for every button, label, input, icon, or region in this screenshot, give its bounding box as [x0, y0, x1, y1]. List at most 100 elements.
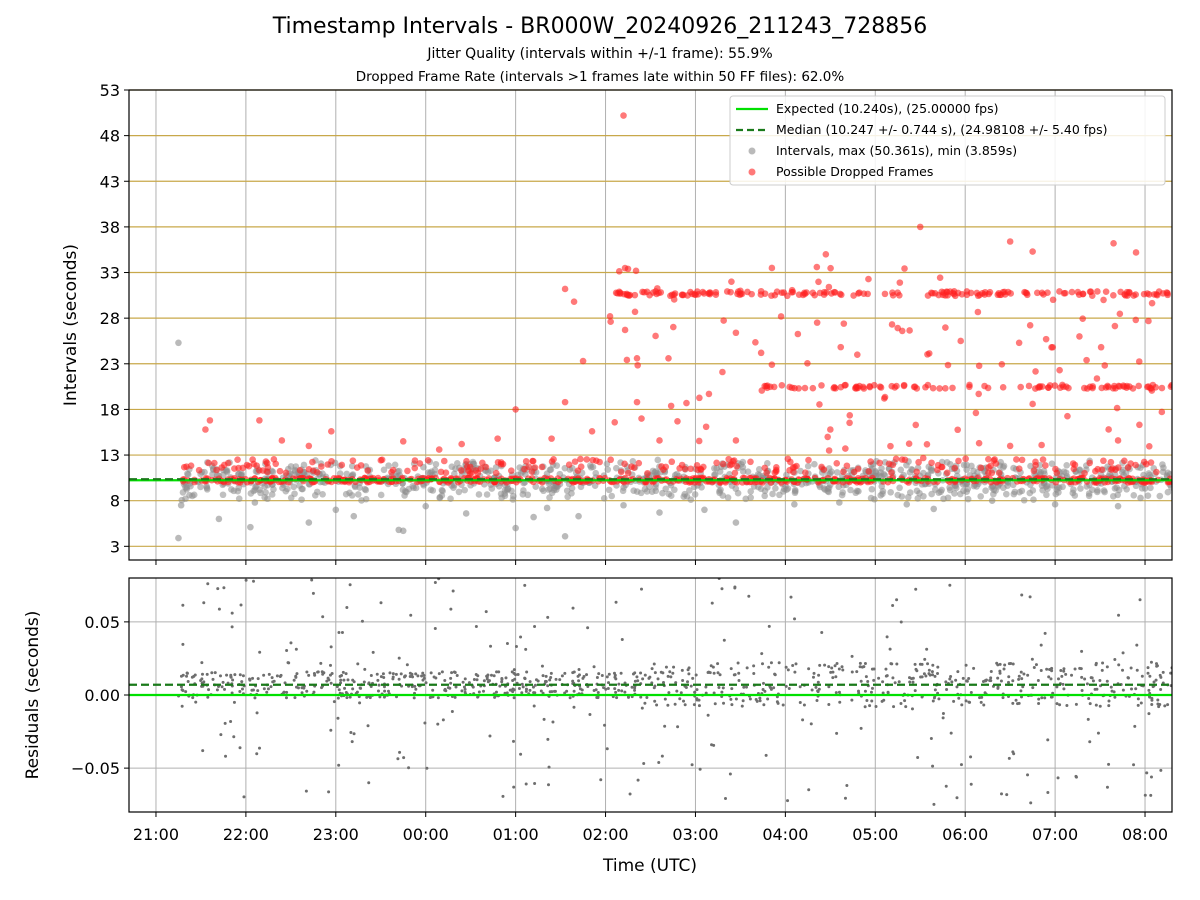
- residual-point: [472, 678, 476, 682]
- interval-point: [783, 471, 790, 479]
- dropped-point: [802, 469, 809, 476]
- residual-point: [1152, 680, 1156, 684]
- interval-point: [820, 485, 828, 492]
- residual-point: [786, 799, 790, 803]
- residual-point: [1113, 695, 1117, 699]
- interval-point: [412, 484, 420, 492]
- residual-point: [1094, 703, 1098, 707]
- dropped-point: [794, 330, 802, 338]
- interval-point: [1000, 484, 1007, 492]
- residual-point: [1161, 670, 1165, 674]
- residual-point: [712, 671, 716, 675]
- residual-point: [1101, 661, 1105, 665]
- dropped-point: [1086, 459, 1093, 467]
- residual-point: [185, 674, 189, 678]
- residual-point: [505, 691, 509, 695]
- residual-point: [371, 650, 375, 654]
- interval-point: [483, 491, 491, 498]
- residual-point: [736, 661, 740, 665]
- legend-expected-label: Expected (10.240s), (25.00000 fps): [776, 101, 998, 116]
- residual-point: [1020, 593, 1024, 597]
- dropped-point: [719, 460, 727, 468]
- interval-point: [963, 488, 970, 495]
- residual-point: [767, 665, 771, 669]
- dropped-point: [1075, 291, 1083, 299]
- dropped-point: [577, 463, 585, 471]
- residual-point: [460, 689, 464, 693]
- residual-point: [775, 700, 779, 704]
- residual-point: [222, 586, 226, 590]
- residual-point: [620, 689, 624, 693]
- interval-point: [772, 485, 779, 492]
- residual-point: [414, 687, 418, 691]
- dropped-point: [900, 382, 908, 390]
- dropped-point: [305, 442, 313, 450]
- interval-point: [903, 501, 911, 508]
- dropped-point: [596, 458, 603, 466]
- residual-point: [487, 679, 491, 683]
- interval-point: [960, 461, 968, 469]
- residual-point: [892, 705, 896, 709]
- dropped-point: [985, 455, 992, 463]
- residual-point: [238, 673, 242, 677]
- residual-point: [686, 668, 690, 672]
- dropped-point: [528, 468, 536, 475]
- interval-point: [385, 462, 392, 469]
- residual-point: [763, 689, 767, 693]
- residual-point: [760, 652, 764, 656]
- dropped-point: [975, 390, 982, 398]
- residual-point: [863, 705, 867, 709]
- residual-point: [181, 603, 185, 607]
- residual-point: [777, 661, 781, 665]
- residual-point: [1117, 613, 1121, 617]
- residual-point: [500, 677, 504, 681]
- dropped-point: [733, 462, 741, 470]
- dropped-point: [737, 287, 744, 295]
- legend-dropped-label: Possible Dropped Frames: [776, 164, 933, 179]
- residual-point: [1007, 756, 1011, 760]
- dropped-point: [825, 447, 833, 454]
- dropped-point: [1167, 383, 1172, 390]
- dropped-point: [183, 463, 190, 470]
- dropped-point: [830, 288, 838, 296]
- residual-point: [525, 670, 529, 674]
- residual-point: [511, 678, 515, 682]
- residual-point: [793, 670, 797, 674]
- interval-point: [177, 501, 185, 509]
- y-tick-label: 53: [100, 81, 120, 100]
- dropped-point: [656, 437, 663, 444]
- dropped-point: [1068, 288, 1076, 296]
- dropped-point: [617, 468, 625, 476]
- dropped-point: [888, 321, 896, 328]
- dropped-point: [1140, 458, 1148, 466]
- residual-point: [633, 688, 637, 692]
- residual-point: [747, 594, 751, 598]
- dropped-point: [640, 288, 648, 296]
- residual-point: [640, 587, 644, 591]
- residual-point: [548, 690, 552, 694]
- dropped-point: [936, 274, 944, 281]
- residual-point: [766, 697, 770, 701]
- x-tick-label: 07:00: [1032, 825, 1078, 844]
- dropped-point: [992, 460, 1000, 467]
- residual-point: [1148, 674, 1152, 678]
- residual-point: [1159, 687, 1163, 691]
- interval-point: [510, 492, 517, 500]
- residual-point: [996, 676, 1000, 680]
- residual-point: [1100, 668, 1104, 672]
- residual-point: [659, 670, 663, 674]
- residual-point: [737, 678, 741, 682]
- residual-point: [1134, 687, 1138, 691]
- interval-point: [1114, 502, 1122, 510]
- residual-point: [1146, 666, 1150, 670]
- residual-point: [831, 670, 835, 674]
- dropped-point: [1049, 343, 1057, 351]
- x-tick-label: 01:00: [493, 825, 539, 844]
- dropped-point: [913, 385, 921, 392]
- residual-point: [295, 685, 299, 689]
- residual-point: [1058, 703, 1062, 707]
- residual-point: [293, 696, 297, 700]
- interval-point: [380, 466, 388, 474]
- residual-point: [950, 680, 954, 684]
- residual-point: [454, 685, 458, 689]
